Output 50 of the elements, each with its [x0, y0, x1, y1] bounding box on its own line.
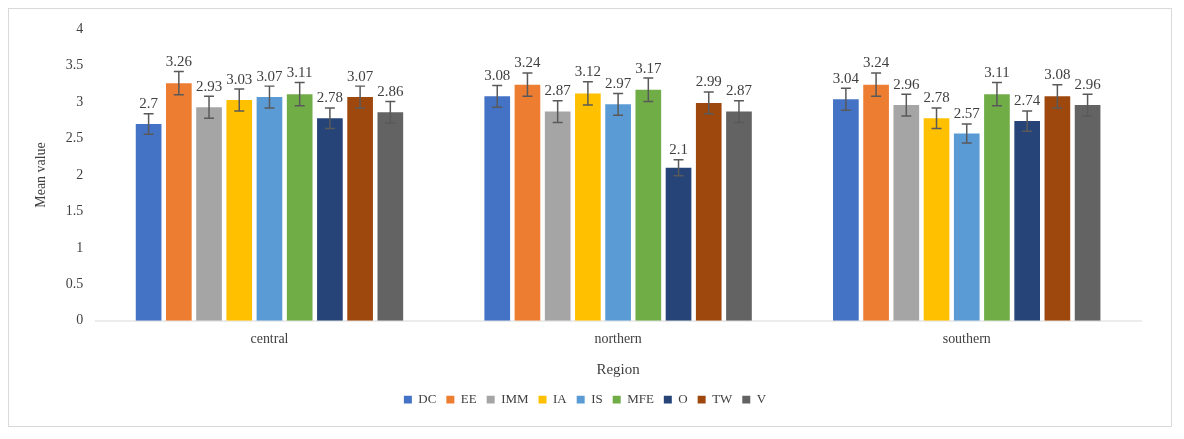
data-label: 2.57 [953, 105, 981, 122]
y-tick-label: 2.5 [65, 130, 84, 146]
data-label: 2.78 [923, 89, 950, 106]
x-axis-title: Region [596, 361, 641, 378]
data-label: 3.24 [514, 54, 542, 71]
data-label: 3.12 [574, 63, 601, 80]
y-axis-title: Mean value [32, 142, 49, 208]
data-label: 2.96 [893, 75, 920, 92]
data-label: 2.87 [544, 82, 572, 99]
legend-label: MFE [627, 391, 654, 407]
y-tick-label: 1 [76, 239, 84, 255]
data-label: 2.87 [725, 82, 753, 99]
data-label: 3.03 [226, 70, 253, 87]
data-label: 2.99 [695, 73, 722, 90]
legend-label: O [678, 391, 688, 407]
legend-label: IMM [501, 391, 530, 407]
y-tick-label: 4 [76, 20, 84, 36]
data-label: 2.97 [605, 74, 632, 91]
x-tick-label: central [250, 330, 289, 346]
y-tick-label: 2 [76, 166, 84, 182]
y-tick-label: 0 [76, 312, 84, 328]
x-tick-label: northern [594, 330, 642, 346]
data-label: 3.07 [256, 67, 284, 84]
data-label: 3.07 [347, 67, 374, 84]
data-label: 2.96 [1074, 75, 1102, 92]
data-label: 2.1 [669, 141, 688, 158]
data-label: 3.17 [635, 59, 662, 76]
legend-label: IS [591, 391, 603, 407]
data-label: 3.08 [484, 66, 511, 83]
data-label: 3.24 [863, 54, 890, 71]
data-label: 3.08 [1044, 66, 1071, 83]
y-tick-label: 0.5 [65, 275, 84, 291]
legend-label: V [756, 391, 767, 407]
x-tick-label: southern [942, 330, 991, 346]
legend-label: IA [553, 391, 568, 407]
data-label: 2.74 [1014, 92, 1041, 109]
data-label: 2.86 [377, 82, 404, 99]
legend-label: TW [712, 391, 734, 407]
data-label: 3.26 [165, 53, 193, 70]
legend-label: EE [460, 391, 477, 407]
y-tick-label: 3.5 [65, 57, 84, 73]
y-tick-label: 1.5 [65, 203, 84, 219]
data-label: 3.04 [832, 69, 860, 86]
data-label: 3.11 [984, 63, 1010, 80]
data-label: 2.78 [316, 89, 343, 106]
legend-label: DC [418, 391, 437, 407]
y-tick-label: 3 [76, 93, 84, 109]
data-label: 2.93 [195, 77, 223, 94]
data-label: 3.11 [286, 63, 313, 80]
data-label: 2.7 [139, 95, 159, 112]
